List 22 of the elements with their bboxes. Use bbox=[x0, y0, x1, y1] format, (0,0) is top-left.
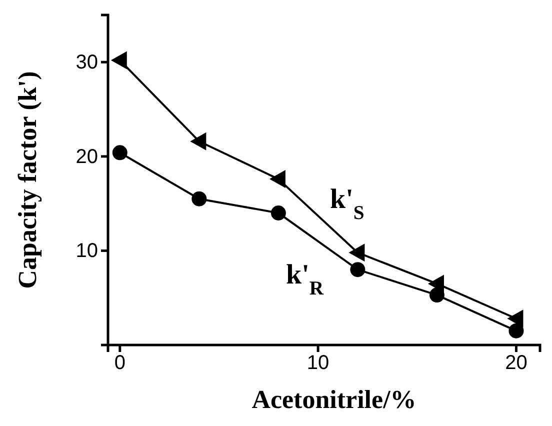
point bbox=[190, 132, 206, 150]
y-axis-title: Capacity factor (k') bbox=[13, 71, 42, 289]
y-tick-label: 10 bbox=[76, 240, 98, 262]
point bbox=[428, 274, 444, 293]
point bbox=[270, 206, 286, 220]
point bbox=[350, 262, 366, 278]
x-tick-label: 20 bbox=[505, 352, 528, 374]
series-label: k'$_{R}$ bbox=[286, 259, 324, 299]
point bbox=[508, 323, 524, 338]
series-label: k'$_{S}$ bbox=[330, 184, 364, 224]
x-tick-label: 10 bbox=[306, 352, 330, 374]
point bbox=[429, 288, 444, 303]
y-tick-label: 30 bbox=[76, 52, 98, 74]
x-tick-label: 0 bbox=[114, 352, 126, 374]
point bbox=[507, 310, 524, 328]
x-axis-title: Acetonitrile/% bbox=[252, 385, 416, 414]
point bbox=[348, 244, 365, 262]
point bbox=[110, 51, 127, 70]
point bbox=[192, 191, 207, 206]
point bbox=[112, 145, 128, 160]
y-tick-label: 20 bbox=[76, 146, 98, 168]
point bbox=[269, 170, 286, 188]
